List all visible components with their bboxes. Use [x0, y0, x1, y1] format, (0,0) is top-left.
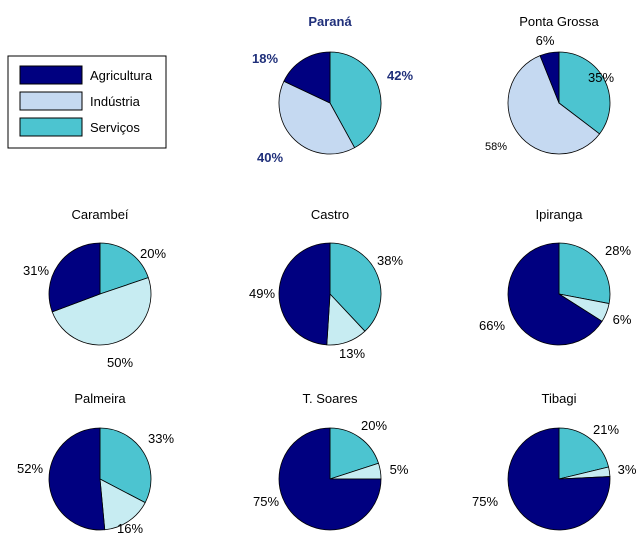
data-label-agricultura: 6% — [536, 33, 555, 48]
data-label-servicos: 38% — [377, 253, 403, 268]
data-label-industria: 40% — [257, 150, 283, 165]
pie-slice-agricultura — [278, 427, 382, 531]
data-label-servicos: 35% — [588, 70, 614, 85]
pie-slice-servicos — [558, 51, 611, 135]
data-label-agricultura: 52% — [17, 461, 43, 476]
pie-ponta-grossa: Ponta Grossa 6% 58% 35% — [485, 14, 614, 155]
pie-slice-servicos — [99, 242, 149, 295]
pie-slice-agricultura — [48, 242, 101, 313]
pie-slice-servicos — [329, 427, 379, 480]
data-label-industria: 16% — [117, 521, 143, 535]
data-label-industria: 6% — [613, 312, 632, 327]
pie-slice-servicos — [99, 427, 152, 504]
pie-slice-industria — [99, 478, 146, 531]
pie-slice-agricultura — [283, 51, 331, 104]
data-label-servicos: 21% — [593, 422, 619, 437]
pie-title: Castro — [311, 207, 349, 222]
pie-slice-servicos — [329, 242, 382, 332]
pie-slice-servicos — [558, 242, 611, 304]
pies-group: Paraná 18% 40% 42% Ponta Grossa 6% 58% 35% Caram… — [17, 14, 637, 535]
pie-title: T. Soares — [303, 391, 358, 406]
pie-slice-agricultura — [539, 51, 560, 104]
pie-title: Ipiranga — [536, 207, 584, 222]
pie-palmeira: Palmeira 52% 16% 33% — [17, 391, 174, 535]
pie-t-soares: T. Soares 75% 5% 20% — [253, 391, 409, 531]
pie-title: Palmeira — [74, 391, 126, 406]
pie-title: Tibagi — [542, 391, 577, 406]
data-label-agricultura: 49% — [249, 286, 275, 301]
pie-tibagi: Tibagi 75% 3% 21% — [472, 391, 637, 531]
pie-slice-agricultura — [507, 242, 603, 346]
pie-slice-servicos — [558, 427, 609, 480]
data-label-industria: 3% — [618, 462, 637, 477]
pie-slice-industria — [51, 277, 152, 346]
pie-slice-agricultura — [48, 427, 106, 531]
legend-swatch-agricultura — [19, 65, 83, 85]
pie-slice-servicos — [329, 51, 382, 149]
pie-slice-industria — [507, 55, 600, 155]
pie-ipiranga: Ipiranga 66% 6% 28% — [479, 207, 632, 346]
data-label-industria: 5% — [390, 462, 409, 477]
pie-title: Carambeí — [71, 207, 128, 222]
pie-castro: Castro 49% 13% 38% — [249, 207, 403, 361]
pie-title: Paraná — [308, 14, 352, 29]
data-label-servicos: 28% — [605, 243, 631, 258]
data-label-agricultura: 31% — [23, 263, 49, 278]
pie-slice-agricultura — [507, 427, 611, 531]
legend: Agricultura Indústria Serviços — [7, 55, 167, 149]
data-label-servicos: 42% — [387, 68, 413, 83]
data-label-servicos: 20% — [140, 246, 166, 261]
legend-label-servicos: Serviços — [90, 120, 140, 135]
pie-parana: Paraná 18% 40% 42% — [252, 14, 413, 165]
data-label-industria: 58% — [485, 141, 507, 153]
data-label-industria: 50% — [107, 355, 133, 370]
data-label-industria: 13% — [339, 346, 365, 361]
pie-carambei: Carambeí 31% 50% 20% — [23, 207, 166, 370]
data-label-agricultura: 18% — [252, 51, 278, 66]
pie-slice-industria — [278, 80, 355, 155]
data-label-agricultura: 75% — [253, 494, 279, 509]
legend-swatch-industria — [19, 91, 83, 111]
data-label-servicos: 33% — [148, 431, 174, 446]
pie-title: Ponta Grossa — [519, 14, 599, 29]
data-label-agricultura: 66% — [479, 318, 505, 333]
legend-label-agricultura: Agricultura — [90, 68, 153, 83]
legend-swatch-servicos — [19, 117, 83, 137]
data-label-servicos: 20% — [361, 418, 387, 433]
legend-label-industria: Indústria — [90, 94, 141, 109]
pie-slice-agricultura — [278, 242, 331, 346]
data-label-agricultura: 75% — [472, 494, 498, 509]
